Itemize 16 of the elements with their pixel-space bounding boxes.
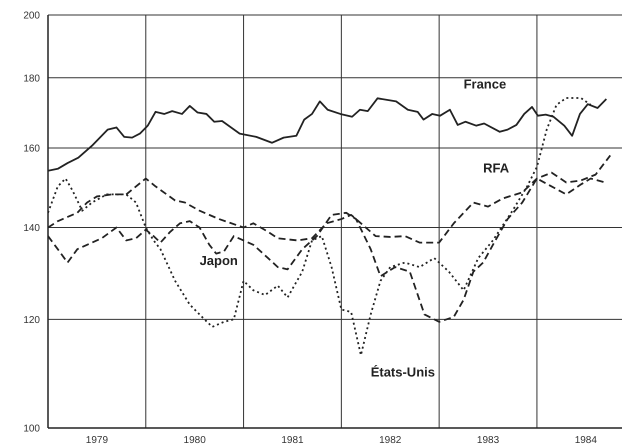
series-label: États-Unis xyxy=(370,364,435,380)
x-tick-label: 1980 xyxy=(184,435,206,446)
series-label: Japon xyxy=(200,252,238,268)
y-tick-label: 140 xyxy=(23,223,40,234)
y-tick-label: 200 xyxy=(23,10,40,22)
x-tick-label: 1979 xyxy=(86,435,108,446)
y-tick-label: 180 xyxy=(23,73,40,84)
x-tick-label: 1983 xyxy=(476,435,500,446)
series-label: RFA xyxy=(483,160,510,176)
y-tick-label: 120 xyxy=(23,314,40,326)
y-tick-label: 160 xyxy=(23,144,40,155)
y-tick-label: 100 xyxy=(23,424,40,435)
x-tick-label: 1982 xyxy=(379,435,402,446)
x-tick-label: 1984 xyxy=(574,435,598,446)
series-label: France xyxy=(464,76,506,92)
x-tick-label: 1981 xyxy=(281,435,304,446)
